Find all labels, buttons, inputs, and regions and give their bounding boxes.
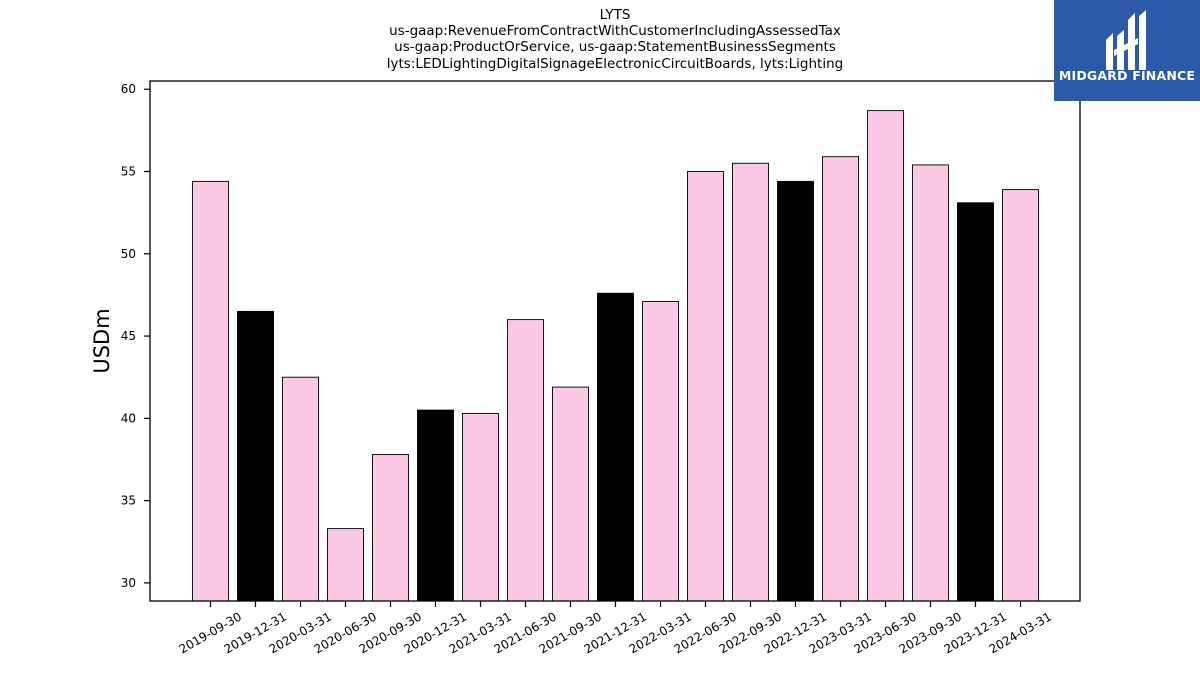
bar-2020-09-30: [372, 454, 409, 602]
logo-text: MIDGARD FINANCE: [1058, 68, 1196, 83]
y-tick-label: 60: [121, 82, 136, 96]
plot-frame: [149, 80, 1081, 602]
logo-mark-icon: [1054, 0, 1200, 101]
y-axis: 30 35 40 45 50 55 60: [121, 82, 150, 590]
bar-2022-09-30: [732, 162, 769, 602]
bar-2021-12-31: [597, 292, 634, 602]
bar-2020-12-31: [417, 409, 454, 602]
bar-2022-12-31: [777, 180, 814, 602]
y-tick-label: 40: [121, 411, 136, 425]
bars-group: [192, 110, 1039, 602]
title-line-axes: us-gaap:ProductOrService, us-gaap:Statem…: [394, 39, 836, 55]
title-line-concept: us-gaap:RevenueFromContractWithCustomerI…: [389, 23, 841, 39]
title-line-members: lyts:LEDLightingDigitalSignageElectronic…: [386, 56, 844, 72]
bar-2024-03-31: [1002, 189, 1039, 602]
bar-2021-06-30: [507, 319, 544, 602]
bar-2023-12-31: [957, 202, 994, 602]
y-tick-label: 55: [121, 165, 136, 179]
y-tick-label: 35: [121, 494, 136, 508]
bar-2023-06-30: [867, 110, 904, 602]
bar-2020-06-30: [327, 528, 364, 602]
y-tick-label: 30: [121, 576, 136, 590]
bar-2021-03-31: [462, 412, 499, 602]
x-axis: 2019-09-302019-12-312020-03-312020-06-30…: [177, 601, 1054, 656]
bar-2022-03-31: [642, 301, 679, 602]
bar-2022-06-30: [687, 171, 724, 602]
y-tick-label: 45: [121, 329, 136, 343]
bar-2021-09-30: [552, 386, 589, 602]
bar-2023-09-30: [912, 164, 949, 602]
y-tick-label: 50: [121, 247, 136, 261]
bar-2020-03-31: [282, 376, 319, 602]
y-axis-label: USDm: [90, 308, 114, 373]
midgard-finance-logo: MIDGARD FINANCE: [1054, 0, 1200, 101]
title-line-ticker: LYTS: [599, 7, 631, 23]
bar-2019-12-31: [237, 310, 274, 602]
bar-2023-03-31: [822, 156, 859, 602]
bar-2019-09-30: [192, 180, 229, 602]
